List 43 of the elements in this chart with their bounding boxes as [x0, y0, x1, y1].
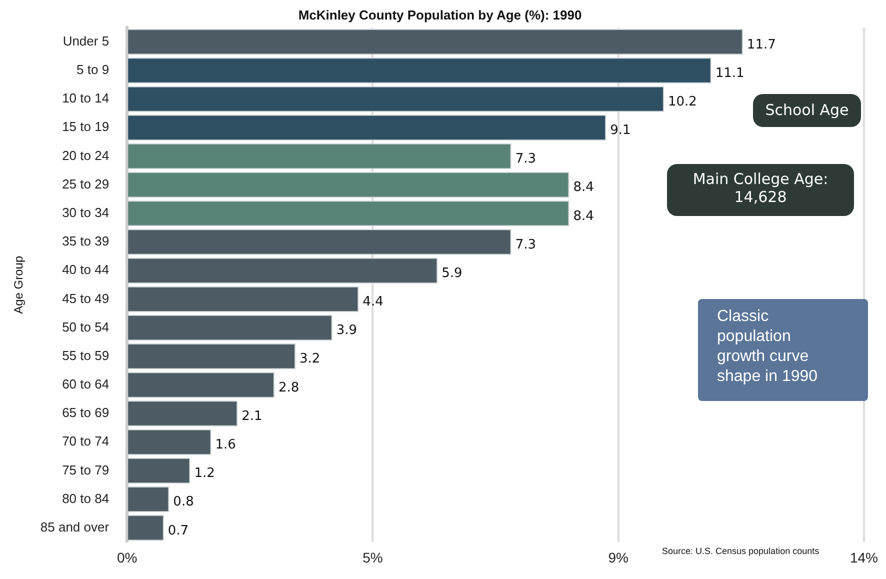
- y-tick-label: 35 to 39: [62, 234, 110, 249]
- data-label: 11.1: [715, 66, 744, 81]
- y-tick-label: 80 to 84: [62, 490, 110, 506]
- data-label: 7.3: [515, 152, 536, 167]
- y-tick-label: 30 to 34: [62, 205, 110, 220]
- x-tick-label: 0%: [116, 549, 138, 566]
- y-tick-label: 75 to 79: [62, 462, 110, 478]
- y-tick-label: 85 and over: [40, 519, 110, 534]
- data-label: 10.2: [668, 94, 697, 110]
- y-tick-label: 15 to 19: [62, 119, 110, 134]
- data-label: 11.7: [746, 37, 776, 52]
- data-label: 1.6: [215, 438, 236, 453]
- data-label: 3.2: [300, 352, 320, 367]
- data-label: 7.3: [515, 237, 536, 252]
- y-tick-label: 60 to 64: [62, 376, 110, 392]
- y-tick-label: 70 to 74: [62, 434, 110, 449]
- data-label: 9.1: [610, 123, 631, 138]
- data-label: 8.4: [573, 180, 594, 196]
- y-tick-label: 65 to 69: [62, 405, 110, 420]
- data-label: 5.9: [442, 266, 462, 281]
- y-tick-label: 5 to 9: [76, 62, 110, 78]
- data-label: 4.4: [362, 294, 384, 310]
- y-tick-label: 40 to 44: [62, 262, 110, 278]
- x-tick-label: 14%: [850, 549, 878, 566]
- source-note: Source: U.S. Census population counts: [662, 546, 820, 558]
- chart-title: McKinley County Population by Age (%): 1990: [298, 7, 582, 22]
- y-tick-label: 20 to 24: [62, 148, 110, 163]
- data-label: 2.1: [242, 408, 262, 424]
- y-tick-label: 55 to 59: [62, 348, 110, 363]
- y-axis-title: Age Group: [12, 256, 26, 314]
- x-tick-label: 9%: [608, 549, 628, 566]
- y-tick-label: 50 to 54: [62, 319, 110, 334]
- y-tick-label: 25 to 29: [62, 176, 110, 192]
- x-tick-label: 5%: [362, 549, 383, 566]
- y-tick-label: 45 to 49: [62, 290, 110, 306]
- data-label: 0.7: [168, 523, 189, 538]
- data-label: 2.8: [278, 380, 300, 396]
- data-label: 1.2: [194, 466, 215, 482]
- data-label: 8.4: [573, 208, 594, 224]
- y-tick-label: 10 to 14: [62, 90, 110, 106]
- data-label: 0.8: [173, 494, 194, 510]
- y-tick-label: Under 5: [62, 33, 110, 48]
- data-label: 3.9: [336, 323, 358, 338]
